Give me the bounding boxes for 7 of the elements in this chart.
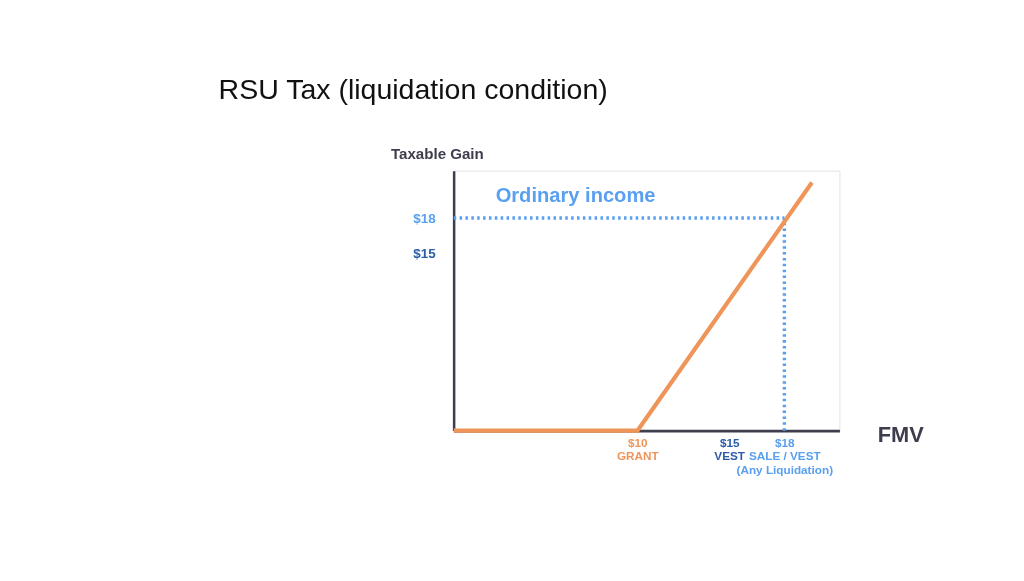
x-tick-label: $10 GRANT <box>616 436 660 463</box>
y-axis-title: Taxable Gain <box>390 145 484 163</box>
annotation: Ordinary income <box>495 183 656 206</box>
x-tick-label: $15 VEST <box>714 436 746 463</box>
y-tick-label: $15 <box>413 246 437 262</box>
x-axis-title: FMV <box>877 422 925 448</box>
chart-title: RSU Tax (liquidation condition) <box>218 73 608 106</box>
